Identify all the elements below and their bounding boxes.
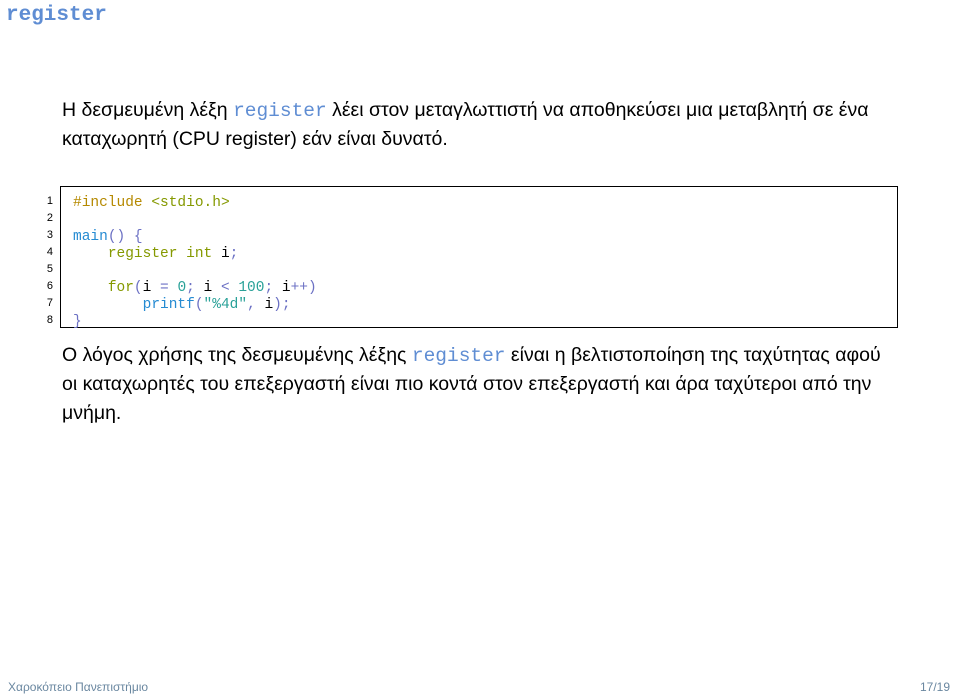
code-text: #include <stdio.h> xyxy=(73,195,230,211)
code-text: main() { xyxy=(73,229,143,245)
code-token: ); xyxy=(273,297,290,313)
footer-page-number: 17/19 xyxy=(920,680,950,694)
code-token: () { xyxy=(108,229,143,245)
code-token: i xyxy=(204,280,221,296)
paragraph-2: Ο λόγος χρήσης της δεσμευμένης λέξης reg… xyxy=(62,341,898,427)
code-token: i xyxy=(221,246,230,262)
line-number: 8 xyxy=(31,314,53,326)
code-token: <stdio.h> xyxy=(151,195,229,211)
code-token xyxy=(73,280,108,296)
code-token: ( xyxy=(195,297,204,313)
code-token: i xyxy=(264,297,273,313)
code-line: 7 printf("%4d", i); xyxy=(31,295,899,312)
code-token: , xyxy=(247,297,264,313)
code-line: 2 xyxy=(31,210,899,227)
para1-text-a: Η δεσμευμένη λέξη xyxy=(62,99,233,121)
code-token: 0 xyxy=(177,280,186,296)
line-number: 7 xyxy=(31,297,53,309)
code-line: 3 main() { xyxy=(31,227,899,244)
code-token: main xyxy=(73,229,108,245)
paragraph-1: Η δεσμευμένη λέξη register λέει στον μετ… xyxy=(62,96,882,154)
para2-text-a: Ο λόγος χρήσης της δεσμευμένης λέξης xyxy=(62,344,412,366)
code-token: #include xyxy=(73,195,151,211)
line-number: 3 xyxy=(31,229,53,241)
code-token: ( xyxy=(134,280,143,296)
code-text: printf("%4d", i); xyxy=(73,297,291,313)
code-token: for xyxy=(108,280,134,296)
code-token: ; xyxy=(264,280,281,296)
code-token: 100 xyxy=(238,280,264,296)
para2-inline-code: register xyxy=(412,345,506,367)
code-token: < xyxy=(221,280,238,296)
code-token xyxy=(73,297,143,313)
code-line: 8} xyxy=(31,312,899,329)
code-text: for(i = 0; i < 100; i++) xyxy=(73,280,317,296)
line-number: 6 xyxy=(31,280,53,292)
code-token xyxy=(73,246,108,262)
line-number: 1 xyxy=(31,195,53,207)
code-token: ; xyxy=(230,246,239,262)
line-number: 5 xyxy=(31,263,53,275)
line-number: 2 xyxy=(31,212,53,224)
code-token: ; xyxy=(186,280,203,296)
code-line: 5 xyxy=(31,261,899,278)
code-line: 6 for(i = 0; i < 100; i++) xyxy=(31,278,899,295)
code-line: 4 register int i; xyxy=(31,244,899,261)
code-token: printf xyxy=(143,297,195,313)
code-text: register int i; xyxy=(73,246,238,262)
slide-page: { "title": { "text": "register", "color"… xyxy=(0,0,960,700)
code-token: "%4d" xyxy=(204,297,248,313)
code-token: } xyxy=(73,314,82,330)
code-token: ++) xyxy=(291,280,317,296)
code-block: 1#include <stdio.h>23main() {4 register … xyxy=(60,186,898,328)
code-token: = xyxy=(160,280,177,296)
slide-title: register xyxy=(6,4,107,27)
code-token: i xyxy=(143,280,160,296)
footer-university: Χαροκόπειο Πανεπιστήμιο xyxy=(8,680,148,694)
code-line: 1 #include <stdio.h> xyxy=(31,193,899,210)
code-token: i xyxy=(282,280,291,296)
para1-inline-code: register xyxy=(233,100,327,122)
code-text: } xyxy=(73,314,82,330)
line-number: 4 xyxy=(31,246,53,258)
code-token: register int xyxy=(108,246,221,262)
